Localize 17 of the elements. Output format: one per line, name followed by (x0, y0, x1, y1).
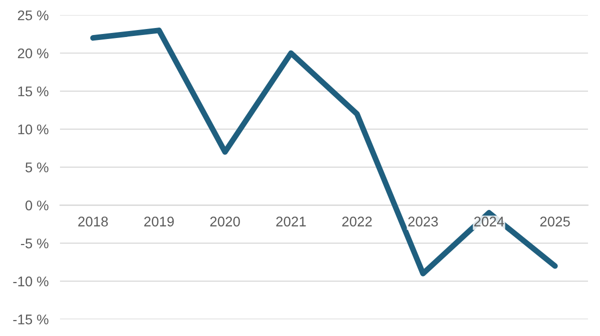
y-tick-label: 0 % (26, 200, 48, 210)
x-tick-label: 2018 (78, 216, 108, 226)
x-tick-label: 2023 (408, 216, 438, 226)
y-tick-label: 15 % (18, 86, 48, 96)
x-tick-label: 2019 (144, 216, 174, 226)
y-tick-label: -10 % (13, 276, 48, 286)
y-tick-label: 10 % (18, 124, 48, 134)
x-tick-label: 2021 (276, 216, 306, 226)
y-tick-label: -5 % (20, 238, 48, 248)
y-tick-label: -15 % (13, 314, 48, 324)
y-tick-label: 5 % (26, 162, 48, 172)
x-tick-label: 2024 (474, 216, 504, 226)
y-tick-label: 25 % (18, 10, 48, 20)
y-tick-label: 20 % (18, 48, 48, 58)
x-tick-label: 2025 (540, 216, 570, 226)
x-tick-label: 2022 (342, 216, 372, 226)
x-tick-label: 2020 (210, 216, 240, 226)
